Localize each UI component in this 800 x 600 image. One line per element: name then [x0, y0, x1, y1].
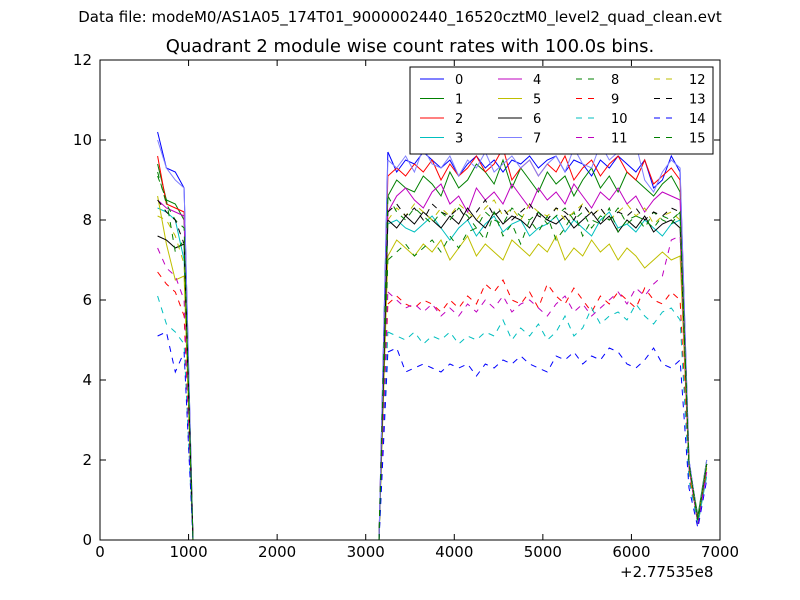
x-tick-label: 5000	[524, 543, 562, 561]
y-tick-label: 12	[73, 51, 92, 69]
series-1-line	[387, 158, 708, 517]
x-tick-label: 7000	[701, 543, 739, 561]
y-tick-label: 4	[82, 371, 92, 389]
y-tick-label: 2	[82, 451, 92, 469]
series-14-line	[387, 347, 708, 529]
legend-label-7: 7	[533, 132, 541, 147]
series-10-line	[387, 303, 708, 525]
series-7-rise	[378, 159, 389, 541]
legend-label-6: 6	[533, 112, 541, 127]
x-tick-label: 0	[95, 543, 105, 561]
series-15-rise	[378, 195, 389, 541]
y-tick-label: 6	[82, 291, 92, 309]
legend-label-8: 8	[611, 73, 619, 88]
legend-label-0: 0	[455, 73, 463, 88]
series-7-line	[387, 142, 708, 521]
series-4-line	[387, 183, 708, 521]
series-10-rise	[378, 331, 389, 541]
legend-label-15: 15	[689, 132, 706, 147]
legend-label-11: 11	[611, 132, 628, 147]
legend-label-1: 1	[455, 93, 463, 108]
legend-label-9: 9	[611, 93, 619, 108]
y-tick-label: 8	[82, 211, 92, 229]
legend-label-3: 3	[455, 132, 463, 147]
x-tick-label: 3000	[347, 543, 385, 561]
legend-label-2: 2	[455, 112, 463, 127]
series-14-rise	[378, 351, 389, 541]
x-tick-label: 6000	[612, 543, 650, 561]
legend-label-13: 13	[689, 93, 706, 108]
series-5-line	[387, 234, 708, 525]
legend-label-4: 4	[533, 73, 541, 88]
legend-box	[409, 66, 714, 155]
series-11-line	[387, 235, 708, 525]
series-12-line	[157, 215, 194, 541]
legend-label-12: 12	[689, 73, 706, 88]
series-7-line	[157, 139, 194, 541]
x-tick-label: 2000	[258, 543, 296, 561]
series-12-line	[387, 199, 708, 521]
series-11-line	[157, 247, 194, 541]
y-tick-label: 0	[82, 531, 92, 549]
y-tick-label: 10	[73, 131, 92, 149]
legend-label-14: 14	[689, 112, 706, 127]
legend-label-10: 10	[611, 112, 628, 127]
figure-suptitle: Data file: modeM0/AS1A05_174T01_90000024…	[78, 8, 722, 26]
series-3-line	[387, 211, 708, 521]
chart-title: Quadrant 2 module wise count rates with …	[165, 36, 655, 57]
x-tick-label: 4000	[435, 543, 473, 561]
series-2-line	[387, 146, 708, 521]
x-axis-offset-label: +2.77535e8	[620, 563, 714, 581]
x-tick-label: 1000	[169, 543, 207, 561]
series-9-line	[157, 271, 194, 541]
series-15-line	[387, 195, 708, 521]
series-8-rise	[378, 259, 389, 541]
series-layer	[157, 131, 708, 541]
series-14-line	[157, 331, 194, 541]
series-13-line	[157, 199, 194, 541]
series-13-line	[387, 199, 708, 521]
series-10-line	[157, 295, 194, 541]
legend-label-5: 5	[533, 93, 541, 108]
series-15-line	[157, 175, 194, 541]
